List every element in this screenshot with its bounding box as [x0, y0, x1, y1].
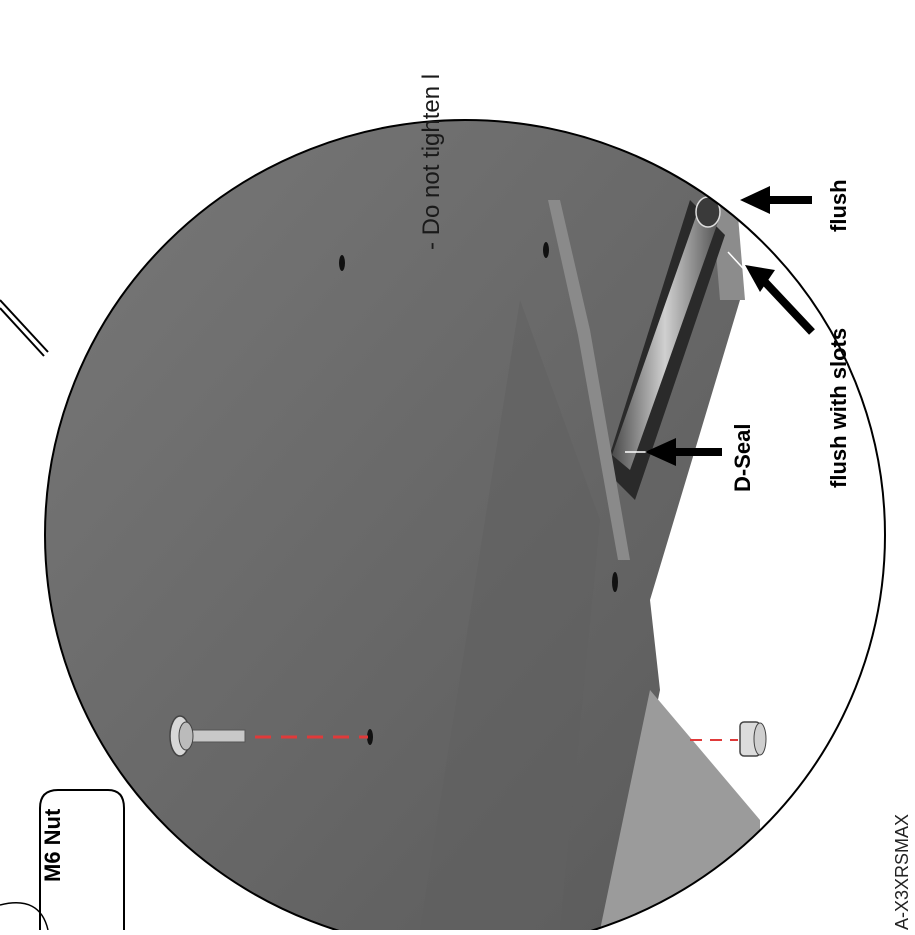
panel-band — [420, 300, 600, 930]
flange-nut-icon — [739, 721, 767, 757]
label-d-seal: D-Seal — [730, 423, 755, 492]
panel-rib — [548, 200, 630, 560]
instruction-text: - Do not tighten l — [418, 73, 445, 250]
zoom-circle — [44, 119, 886, 935]
label-m6-nut: M6 Nut — [40, 808, 65, 882]
label-flush-with-slots: flush with slots — [826, 327, 851, 488]
m6-nut-tag — [0, 789, 125, 931]
figure-code: A-X3XRSMAX — [892, 813, 912, 930]
bolt-icon — [169, 715, 246, 757]
callout-leader — [0, 299, 49, 357]
d-seal-rod — [612, 205, 718, 470]
arrow-icon — [625, 186, 815, 466]
label-flush: flush — [826, 179, 851, 232]
